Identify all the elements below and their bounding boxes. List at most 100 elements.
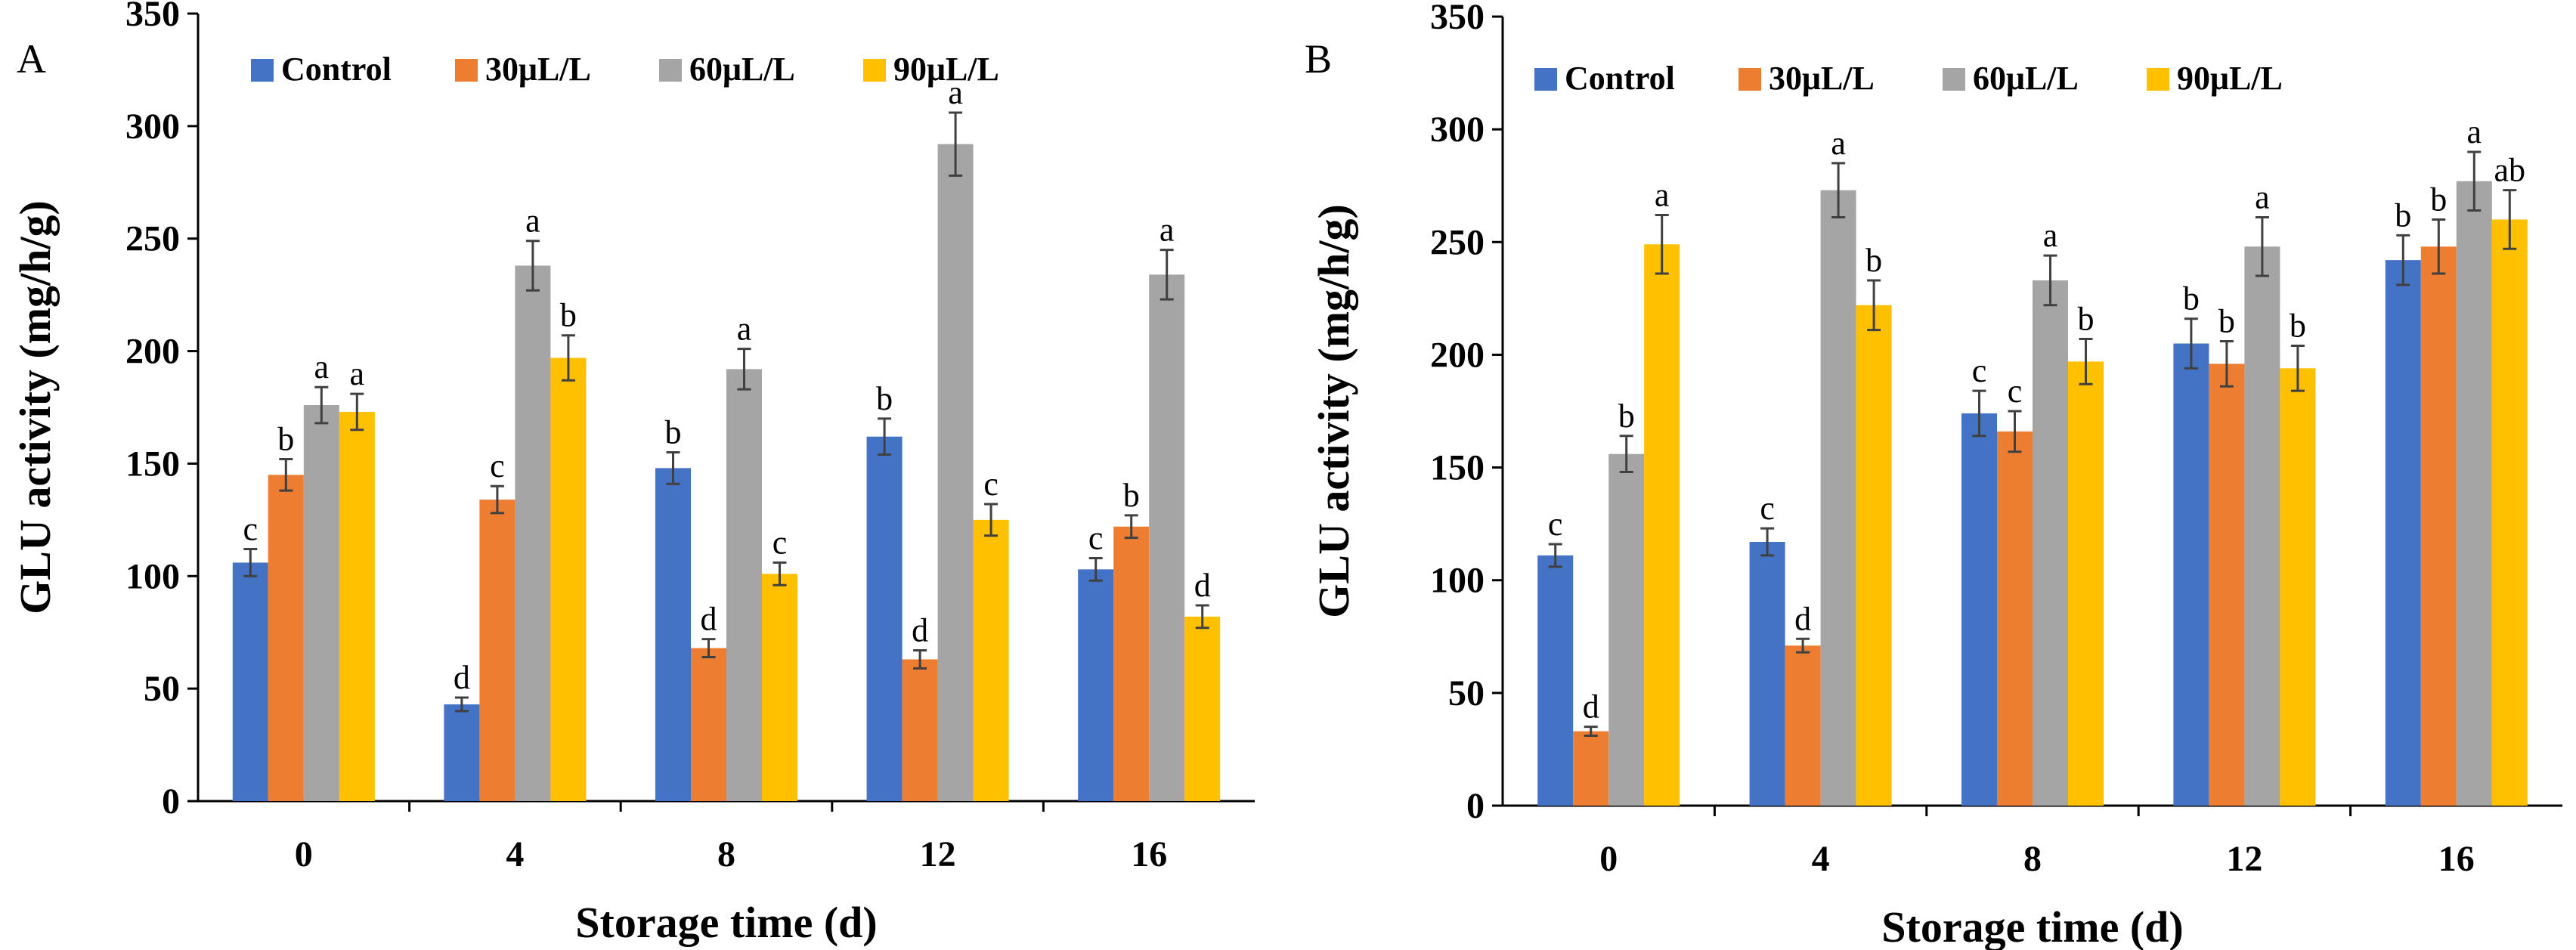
x-tick-label: 12 (920, 834, 956, 874)
bar (2491, 219, 2528, 806)
x-axis-title: Storage time (d) (1881, 902, 2183, 950)
significance-letter: a (2043, 217, 2058, 254)
significance-letter: a (948, 74, 963, 111)
significance-letter: b (2430, 181, 2447, 218)
significance-letter: b (665, 414, 682, 451)
significance-letter: b (2290, 307, 2306, 344)
bar (2280, 368, 2316, 806)
legend-label: 60μL/L (1973, 60, 2079, 97)
bar (2456, 181, 2492, 806)
significance-letter: c (1548, 506, 1563, 543)
significance-letter: a (525, 203, 540, 240)
significance-letter: d (701, 601, 717, 638)
bar (726, 369, 762, 802)
bar (550, 357, 587, 801)
significance-letter: b (876, 380, 893, 417)
chart-panel-b: B 0 50 100 150 200 250 300 350 GLU activity (mg/h… (1305, 0, 2562, 950)
significance-letter: a (1160, 212, 1175, 249)
y-tick-label: 300 (1430, 110, 1485, 150)
bar (866, 436, 903, 801)
y-tick-label: 300 (125, 107, 180, 147)
bar (1997, 431, 2033, 806)
x-tick-label: 0 (295, 834, 313, 874)
significance-letter: d (454, 659, 470, 696)
chart-panel-a: A 0 50 100 150 200 250 300 350 GLU activity (mg/h… (11, 0, 1255, 947)
x-tick-label: 4 (506, 834, 524, 874)
significance-letter: b (560, 297, 577, 334)
bar (479, 500, 516, 801)
legend-label: Control (1565, 60, 1675, 97)
significance-letter: c (1760, 490, 1775, 527)
panel-label: A (17, 36, 46, 82)
y-tick-label: 350 (1430, 0, 1485, 37)
significance-letter: b (2078, 301, 2095, 338)
bar (2033, 280, 2068, 806)
bar (937, 144, 974, 801)
x-tick-label: 8 (2023, 839, 2042, 879)
bar (762, 574, 797, 801)
y-tick-label: 150 (125, 444, 180, 484)
significance-letter: c (1972, 352, 1987, 389)
bar (1856, 305, 1892, 806)
significance-letter: b (1123, 477, 1140, 514)
bar (303, 405, 339, 801)
bar (973, 519, 1009, 801)
bar (1785, 645, 1821, 806)
x-tick-label: 4 (1812, 839, 1830, 879)
significance-letter: a (737, 311, 752, 348)
bar (515, 265, 551, 801)
y-tick-label: 50 (144, 669, 180, 709)
bar (2244, 246, 2280, 806)
bar (1537, 555, 1574, 806)
y-tick-label: 250 (1430, 222, 1485, 262)
bar (1608, 453, 1645, 806)
bar (2385, 260, 2421, 806)
legend-label: 90μL/L (893, 51, 999, 88)
significance-letter: ab (2494, 152, 2526, 189)
bar (339, 411, 375, 801)
legend-label: 30μL/L (485, 51, 591, 88)
y-tick-label: 0 (1466, 786, 1485, 826)
bar (1749, 542, 1785, 806)
significance-letter: b (277, 420, 294, 457)
y-tick-label: 200 (1430, 335, 1485, 375)
bar (691, 648, 726, 801)
bar (1573, 731, 1609, 806)
bar (268, 475, 304, 801)
bar (232, 562, 268, 801)
significance-letter: d (1583, 689, 1599, 726)
y-tick-label: 0 (162, 781, 180, 822)
bar (1078, 569, 1114, 801)
bar (2209, 364, 2245, 806)
y-tick-label: 200 (125, 332, 180, 372)
significance-letter: c (243, 511, 259, 548)
significance-letter: b (2218, 303, 2235, 340)
significance-letter: c (2008, 373, 2023, 410)
legend-label: 90μL/L (2177, 60, 2283, 97)
significance-letter: d (1794, 600, 1811, 637)
significance-letter: b (1865, 242, 1882, 279)
bar (2173, 343, 2209, 806)
legend-label: 60μL/L (689, 51, 795, 88)
significance-letter: a (1655, 176, 1670, 213)
y-tick-label: 350 (125, 0, 180, 34)
significance-letter: c (772, 524, 788, 561)
y-tick-label: 100 (1430, 561, 1485, 601)
legend-swatch (1943, 68, 1965, 91)
y-axis-title: GLU activity (mg/h/g) (11, 200, 60, 614)
bar (2420, 246, 2457, 806)
legend-swatch (455, 59, 478, 82)
x-tick-label: 8 (717, 834, 735, 874)
legend-swatch (863, 59, 886, 82)
y-tick-label: 150 (1430, 448, 1485, 488)
significance-letter: b (1618, 398, 1635, 435)
bar (1184, 616, 1221, 801)
significance-letter: c (983, 466, 999, 503)
bar (1149, 274, 1185, 801)
legend-swatch (1738, 68, 1761, 91)
significance-letter: a (350, 355, 365, 392)
bar (1644, 244, 1680, 806)
legend-swatch (1534, 68, 1557, 91)
significance-letter: a (314, 348, 330, 385)
x-tick-label: 16 (2438, 839, 2475, 879)
